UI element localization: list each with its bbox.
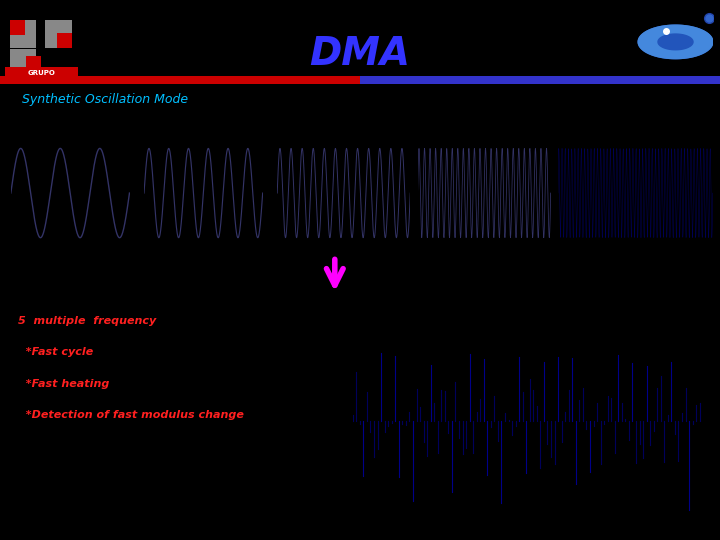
Polygon shape	[663, 36, 688, 48]
Bar	[45, 20, 72, 48]
Polygon shape	[668, 38, 683, 45]
Polygon shape	[648, 30, 703, 54]
Polygon shape	[653, 32, 698, 52]
Bar	[9, 20, 36, 48]
Polygon shape	[638, 25, 713, 59]
Bar	[9, 49, 36, 71]
Polygon shape	[638, 25, 713, 59]
Bar	[0, 76, 360, 84]
Text: DMA: DMA	[310, 35, 410, 73]
Text: GRUPO: GRUPO	[27, 70, 55, 76]
Bar	[5, 68, 78, 78]
Text: *Detection of fast modulus change: *Detection of fast modulus change	[18, 410, 244, 420]
Polygon shape	[643, 28, 708, 56]
Bar	[27, 56, 42, 71]
Bar	[57, 33, 72, 48]
Polygon shape	[673, 40, 678, 43]
Text: SII: SII	[601, 30, 638, 51]
Bar	[360, 76, 720, 84]
Text: *Fast cycle: *Fast cycle	[18, 347, 94, 357]
Bar	[9, 20, 24, 35]
Text: *Fast heating: *Fast heating	[18, 379, 109, 389]
Text: Synthetic Oscillation Mode: Synthetic Oscillation Mode	[22, 93, 188, 106]
Text: 5  multiple  frequency: 5 multiple frequency	[18, 316, 156, 326]
Polygon shape	[658, 34, 693, 50]
